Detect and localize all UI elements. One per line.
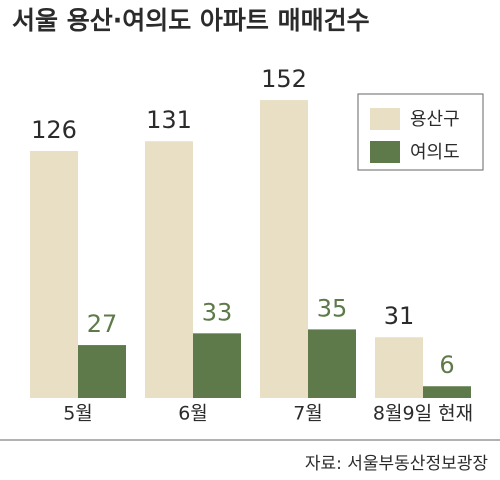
bar (308, 329, 356, 398)
bar (145, 141, 193, 399)
bar (423, 386, 471, 398)
value-label: 33 (202, 298, 233, 326)
legend-swatch (370, 108, 400, 130)
value-label: 31 (384, 302, 415, 330)
legend-swatch (370, 141, 400, 163)
x-tick-label: 8월9일 현재 (373, 403, 473, 425)
bar (78, 345, 126, 398)
chart-title: 서울 용산·여의도 아파트 매매건수 (12, 6, 370, 35)
x-tick-label: 5월 (63, 403, 93, 425)
source: 자료: 서울부동산정보광장 (305, 454, 489, 474)
bar (30, 151, 78, 398)
value-label: 27 (87, 310, 118, 338)
bar (375, 337, 423, 398)
x-tick-label: 6월 (178, 403, 208, 425)
legend-label: 여의도 (410, 142, 460, 163)
value-label: 131 (146, 106, 192, 134)
value-label: 126 (31, 116, 77, 144)
value-label: 6 (439, 351, 454, 379)
x-tick-label: 7월 (293, 403, 323, 425)
value-label: 35 (317, 294, 348, 322)
bar (193, 333, 241, 398)
legend-label: 용산구 (410, 109, 460, 130)
bar (260, 100, 308, 398)
value-label: 152 (261, 65, 307, 93)
